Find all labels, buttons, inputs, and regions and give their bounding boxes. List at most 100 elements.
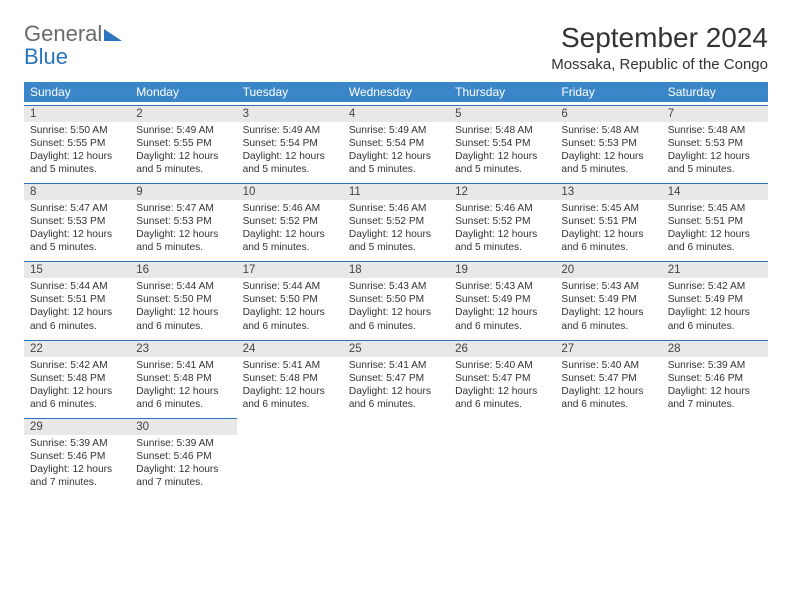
- sunset-line: Sunset: 5:54 PM: [243, 137, 337, 150]
- calendar-cell: 14Sunrise: 5:45 AMSunset: 5:51 PMDayligh…: [662, 183, 768, 258]
- sunset-line: Sunset: 5:49 PM: [455, 293, 549, 306]
- calendar-cell: 29Sunrise: 5:39 AMSunset: 5:46 PMDayligh…: [24, 418, 130, 493]
- sunrise-line: Sunrise: 5:45 AM: [668, 202, 762, 215]
- daylight-line: Daylight: 12 hours and 6 minutes.: [561, 385, 655, 411]
- day-number: 17: [237, 261, 343, 278]
- sunset-line: Sunset: 5:47 PM: [561, 372, 655, 385]
- sunset-line: Sunset: 5:46 PM: [30, 450, 124, 463]
- weekday-header: Friday: [555, 82, 661, 102]
- daylight-line: Daylight: 12 hours and 6 minutes.: [668, 228, 762, 254]
- daylight-line: Daylight: 12 hours and 6 minutes.: [455, 306, 549, 332]
- day-details: Sunrise: 5:46 AMSunset: 5:52 PMDaylight:…: [449, 200, 555, 258]
- calendar-header-row: SundayMondayTuesdayWednesdayThursdayFrid…: [24, 82, 768, 102]
- day-details: Sunrise: 5:43 AMSunset: 5:49 PMDaylight:…: [555, 278, 661, 336]
- day-details: Sunrise: 5:48 AMSunset: 5:53 PMDaylight:…: [662, 122, 768, 180]
- sunrise-line: Sunrise: 5:47 AM: [30, 202, 124, 215]
- sunrise-line: Sunrise: 5:48 AM: [668, 124, 762, 137]
- daylight-line: Daylight: 12 hours and 7 minutes.: [668, 385, 762, 411]
- sunset-line: Sunset: 5:51 PM: [30, 293, 124, 306]
- daylight-line: Daylight: 12 hours and 6 minutes.: [349, 306, 443, 332]
- logo: General Blue: [24, 22, 122, 68]
- sunset-line: Sunset: 5:50 PM: [349, 293, 443, 306]
- sunset-line: Sunset: 5:49 PM: [561, 293, 655, 306]
- sunset-line: Sunset: 5:46 PM: [136, 450, 230, 463]
- calendar-cell: 26Sunrise: 5:40 AMSunset: 5:47 PMDayligh…: [449, 340, 555, 415]
- day-details: Sunrise: 5:39 AMSunset: 5:46 PMDaylight:…: [24, 435, 130, 493]
- day-number: 28: [662, 340, 768, 357]
- calendar-cell: 23Sunrise: 5:41 AMSunset: 5:48 PMDayligh…: [130, 340, 236, 415]
- sunrise-line: Sunrise: 5:49 AM: [136, 124, 230, 137]
- day-details: Sunrise: 5:45 AMSunset: 5:51 PMDaylight:…: [555, 200, 661, 258]
- weekday-header: Sunday: [24, 82, 130, 102]
- daylight-line: Daylight: 12 hours and 5 minutes.: [243, 228, 337, 254]
- daylight-line: Daylight: 12 hours and 6 minutes.: [668, 306, 762, 332]
- sunrise-line: Sunrise: 5:50 AM: [30, 124, 124, 137]
- day-details: Sunrise: 5:39 AMSunset: 5:46 PMDaylight:…: [662, 357, 768, 415]
- day-number: 21: [662, 261, 768, 278]
- day-number: 14: [662, 183, 768, 200]
- day-details: Sunrise: 5:44 AMSunset: 5:50 PMDaylight:…: [130, 278, 236, 336]
- sunrise-line: Sunrise: 5:40 AM: [455, 359, 549, 372]
- sunset-line: Sunset: 5:50 PM: [243, 293, 337, 306]
- calendar-cell: 1Sunrise: 5:50 AMSunset: 5:55 PMDaylight…: [24, 105, 130, 180]
- day-details: Sunrise: 5:45 AMSunset: 5:51 PMDaylight:…: [662, 200, 768, 258]
- day-number: 5: [449, 105, 555, 122]
- calendar-cell: 20Sunrise: 5:43 AMSunset: 5:49 PMDayligh…: [555, 261, 661, 336]
- day-number: 9: [130, 183, 236, 200]
- daylight-line: Daylight: 12 hours and 6 minutes.: [243, 385, 337, 411]
- day-number: 23: [130, 340, 236, 357]
- sunrise-line: Sunrise: 5:41 AM: [243, 359, 337, 372]
- daylight-line: Daylight: 12 hours and 5 minutes.: [561, 150, 655, 176]
- calendar-cell: 24Sunrise: 5:41 AMSunset: 5:48 PMDayligh…: [237, 340, 343, 415]
- daylight-line: Daylight: 12 hours and 5 minutes.: [668, 150, 762, 176]
- day-details: Sunrise: 5:50 AMSunset: 5:55 PMDaylight:…: [24, 122, 130, 180]
- day-number: 22: [24, 340, 130, 357]
- calendar-cell: [555, 418, 661, 493]
- sunset-line: Sunset: 5:48 PM: [136, 372, 230, 385]
- day-number: 11: [343, 183, 449, 200]
- sunrise-line: Sunrise: 5:46 AM: [349, 202, 443, 215]
- sunrise-line: Sunrise: 5:48 AM: [455, 124, 549, 137]
- sunrise-line: Sunrise: 5:39 AM: [136, 437, 230, 450]
- day-details: Sunrise: 5:48 AMSunset: 5:54 PMDaylight:…: [449, 122, 555, 180]
- logo-word2: Blue: [24, 45, 122, 68]
- sunrise-line: Sunrise: 5:45 AM: [561, 202, 655, 215]
- calendar-cell: 21Sunrise: 5:42 AMSunset: 5:49 PMDayligh…: [662, 261, 768, 336]
- daylight-line: Daylight: 12 hours and 6 minutes.: [349, 385, 443, 411]
- sunrise-line: Sunrise: 5:39 AM: [30, 437, 124, 450]
- calendar-cell: 18Sunrise: 5:43 AMSunset: 5:50 PMDayligh…: [343, 261, 449, 336]
- day-number: 24: [237, 340, 343, 357]
- daylight-line: Daylight: 12 hours and 7 minutes.: [136, 463, 230, 489]
- day-details: Sunrise: 5:39 AMSunset: 5:46 PMDaylight:…: [130, 435, 236, 493]
- location-subtitle: Mossaka, Republic of the Congo: [551, 56, 768, 73]
- day-number: 15: [24, 261, 130, 278]
- sunrise-line: Sunrise: 5:39 AM: [668, 359, 762, 372]
- daylight-line: Daylight: 12 hours and 5 minutes.: [30, 228, 124, 254]
- calendar-cell: 22Sunrise: 5:42 AMSunset: 5:48 PMDayligh…: [24, 340, 130, 415]
- sunset-line: Sunset: 5:46 PM: [668, 372, 762, 385]
- sunset-line: Sunset: 5:47 PM: [349, 372, 443, 385]
- day-details: Sunrise: 5:48 AMSunset: 5:53 PMDaylight:…: [555, 122, 661, 180]
- logo-word1: General: [24, 21, 102, 46]
- day-details: Sunrise: 5:44 AMSunset: 5:50 PMDaylight:…: [237, 278, 343, 336]
- calendar-cell: [662, 418, 768, 493]
- sunset-line: Sunset: 5:52 PM: [349, 215, 443, 228]
- day-number: 27: [555, 340, 661, 357]
- calendar-cell: [237, 418, 343, 493]
- day-number: 1: [24, 105, 130, 122]
- daylight-line: Daylight: 12 hours and 6 minutes.: [243, 306, 337, 332]
- sunset-line: Sunset: 5:52 PM: [455, 215, 549, 228]
- sunrise-line: Sunrise: 5:43 AM: [561, 280, 655, 293]
- day-number: 6: [555, 105, 661, 122]
- daylight-line: Daylight: 12 hours and 6 minutes.: [136, 385, 230, 411]
- calendar-cell: 5Sunrise: 5:48 AMSunset: 5:54 PMDaylight…: [449, 105, 555, 180]
- sunset-line: Sunset: 5:47 PM: [455, 372, 549, 385]
- daylight-line: Daylight: 12 hours and 6 minutes.: [30, 306, 124, 332]
- day-number: 19: [449, 261, 555, 278]
- calendar-cell: [343, 418, 449, 493]
- calendar-cell: 17Sunrise: 5:44 AMSunset: 5:50 PMDayligh…: [237, 261, 343, 336]
- day-details: Sunrise: 5:49 AMSunset: 5:54 PMDaylight:…: [237, 122, 343, 180]
- sunset-line: Sunset: 5:48 PM: [30, 372, 124, 385]
- sunset-line: Sunset: 5:51 PM: [561, 215, 655, 228]
- calendar-cell: 12Sunrise: 5:46 AMSunset: 5:52 PMDayligh…: [449, 183, 555, 258]
